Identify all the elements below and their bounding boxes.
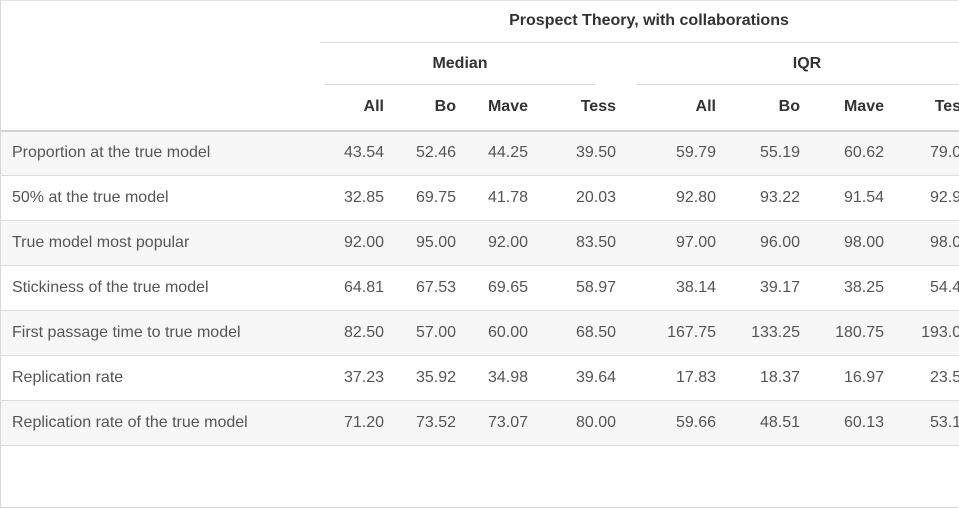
table-cell: 18.37 (724, 355, 808, 401)
row-label: Stickiness of the true model (1, 265, 320, 311)
table-cell: 60.13 (808, 400, 892, 446)
table-cell: 64.81 (320, 265, 392, 311)
title-row: Prospect Theory, with collaborations (1, 0, 959, 43)
column-header: Mave (808, 84, 892, 132)
group-header-median: Median (320, 42, 624, 85)
table-cell: 60.62 (808, 130, 892, 176)
table-body: Proportion at the true model 43.54 52.46 44… (1, 130, 959, 446)
row-label: First passage time to true model (1, 310, 320, 356)
table-cell: 48.51 (724, 400, 808, 446)
table-cell: 23.57 (892, 355, 959, 401)
table-cell: 95.00 (392, 220, 464, 266)
table-cell: 35.92 (392, 355, 464, 401)
table-cell: 17.83 (624, 355, 724, 401)
column-header: All (320, 84, 392, 132)
table-cell: 92.91 (892, 175, 959, 221)
table-cell: 34.98 (464, 355, 536, 401)
group-label-iqr: IQR (636, 43, 959, 85)
row-label: Replication rate (1, 355, 320, 401)
table-cell: 16.97 (808, 355, 892, 401)
table-cell: 93.22 (724, 175, 808, 221)
table-cell: 180.75 (808, 310, 892, 356)
column-header: Tess (892, 84, 959, 132)
table-cell: 92.00 (320, 220, 392, 266)
column-header: Mave (464, 84, 536, 132)
table-cell: 193.00 (892, 310, 959, 356)
table-row: First passage time to true model 82.50 57.… (1, 310, 959, 356)
group-row: Median IQR (1, 42, 959, 85)
table-cell: 80.00 (536, 400, 624, 446)
table-row: Stickiness of the true model 64.81 67.53 69… (1, 265, 959, 311)
row-label: Replication rate of the true model (1, 400, 320, 446)
table-cell: 59.66 (624, 400, 724, 446)
table-cell: 39.17 (724, 265, 808, 311)
table-cell: 54.46 (892, 265, 959, 311)
table-cell: 58.97 (536, 265, 624, 311)
table-cell: 44.25 (464, 130, 536, 176)
table-cell: 52.46 (392, 130, 464, 176)
table-row: Replication rate of the true model 71.20 7… (1, 400, 959, 446)
table-cell: 37.23 (320, 355, 392, 401)
column-header: All (624, 84, 724, 132)
table-cell: 59.79 (624, 130, 724, 176)
table-cell: 43.54 (320, 130, 392, 176)
table-cell: 97.00 (624, 220, 724, 266)
stub-header (1, 0, 320, 42)
table-cell: 67.53 (392, 265, 464, 311)
table-cell: 69.65 (464, 265, 536, 311)
table-cell: 82.50 (320, 310, 392, 356)
table-cell: 32.85 (320, 175, 392, 221)
column-header: Tess (536, 84, 624, 132)
stub-header-2 (1, 42, 320, 85)
group-header-iqr: IQR (624, 42, 959, 85)
table-cell: 57.00 (392, 310, 464, 356)
table-cell: 55.19 (724, 130, 808, 176)
table-cell: 38.14 (624, 265, 724, 311)
column-header: Bo (724, 84, 808, 132)
table-cell: 92.00 (464, 220, 536, 266)
table-cell: 69.75 (392, 175, 464, 221)
table-cell: 68.50 (536, 310, 624, 356)
table-cell: 39.64 (536, 355, 624, 401)
table-cell: 71.20 (320, 400, 392, 446)
row-label: True model most popular (1, 220, 320, 266)
table-cell: 20.03 (536, 175, 624, 221)
table-cell: 73.52 (392, 400, 464, 446)
table-cell: 73.07 (464, 400, 536, 446)
row-label: 50% at the true model (1, 175, 320, 221)
table-cell: 91.54 (808, 175, 892, 221)
table-row: 50% at the true model 32.85 69.75 41.78 20.0… (1, 175, 959, 221)
table-cell: 79.02 (892, 130, 959, 176)
group-label-median: Median (324, 43, 596, 85)
column-header: Bo (392, 84, 464, 132)
table-cell: 92.80 (624, 175, 724, 221)
results-table: Prospect Theory, with collaborations Med… (1, 0, 959, 446)
table-cell: 38.25 (808, 265, 892, 311)
table-cell: 41.78 (464, 175, 536, 221)
table-cell: 133.25 (724, 310, 808, 356)
row-label: Proportion at the true model (1, 130, 320, 176)
column-header-row: All Bo Mave Tess All Bo Mave Tess (1, 84, 959, 132)
stub-column-header (1, 84, 320, 132)
table-cell: 53.18 (892, 400, 959, 446)
table-cell: 60.00 (464, 310, 536, 356)
table-cell: 98.00 (808, 220, 892, 266)
table-cell: 98.00 (892, 220, 959, 266)
table-row: Proportion at the true model 43.54 52.46 44… (1, 130, 959, 176)
table-cell: 96.00 (724, 220, 808, 266)
table-cell: 39.50 (536, 130, 624, 176)
table-title: Prospect Theory, with collaborations (320, 0, 959, 43)
table-cell: 83.50 (536, 220, 624, 266)
table-row: True model most popular 92.00 95.00 92.00 83… (1, 220, 959, 266)
table-row: Replication rate 37.23 35.92 34.98 39.64 17.8… (1, 355, 959, 401)
table-cell: 167.75 (624, 310, 724, 356)
